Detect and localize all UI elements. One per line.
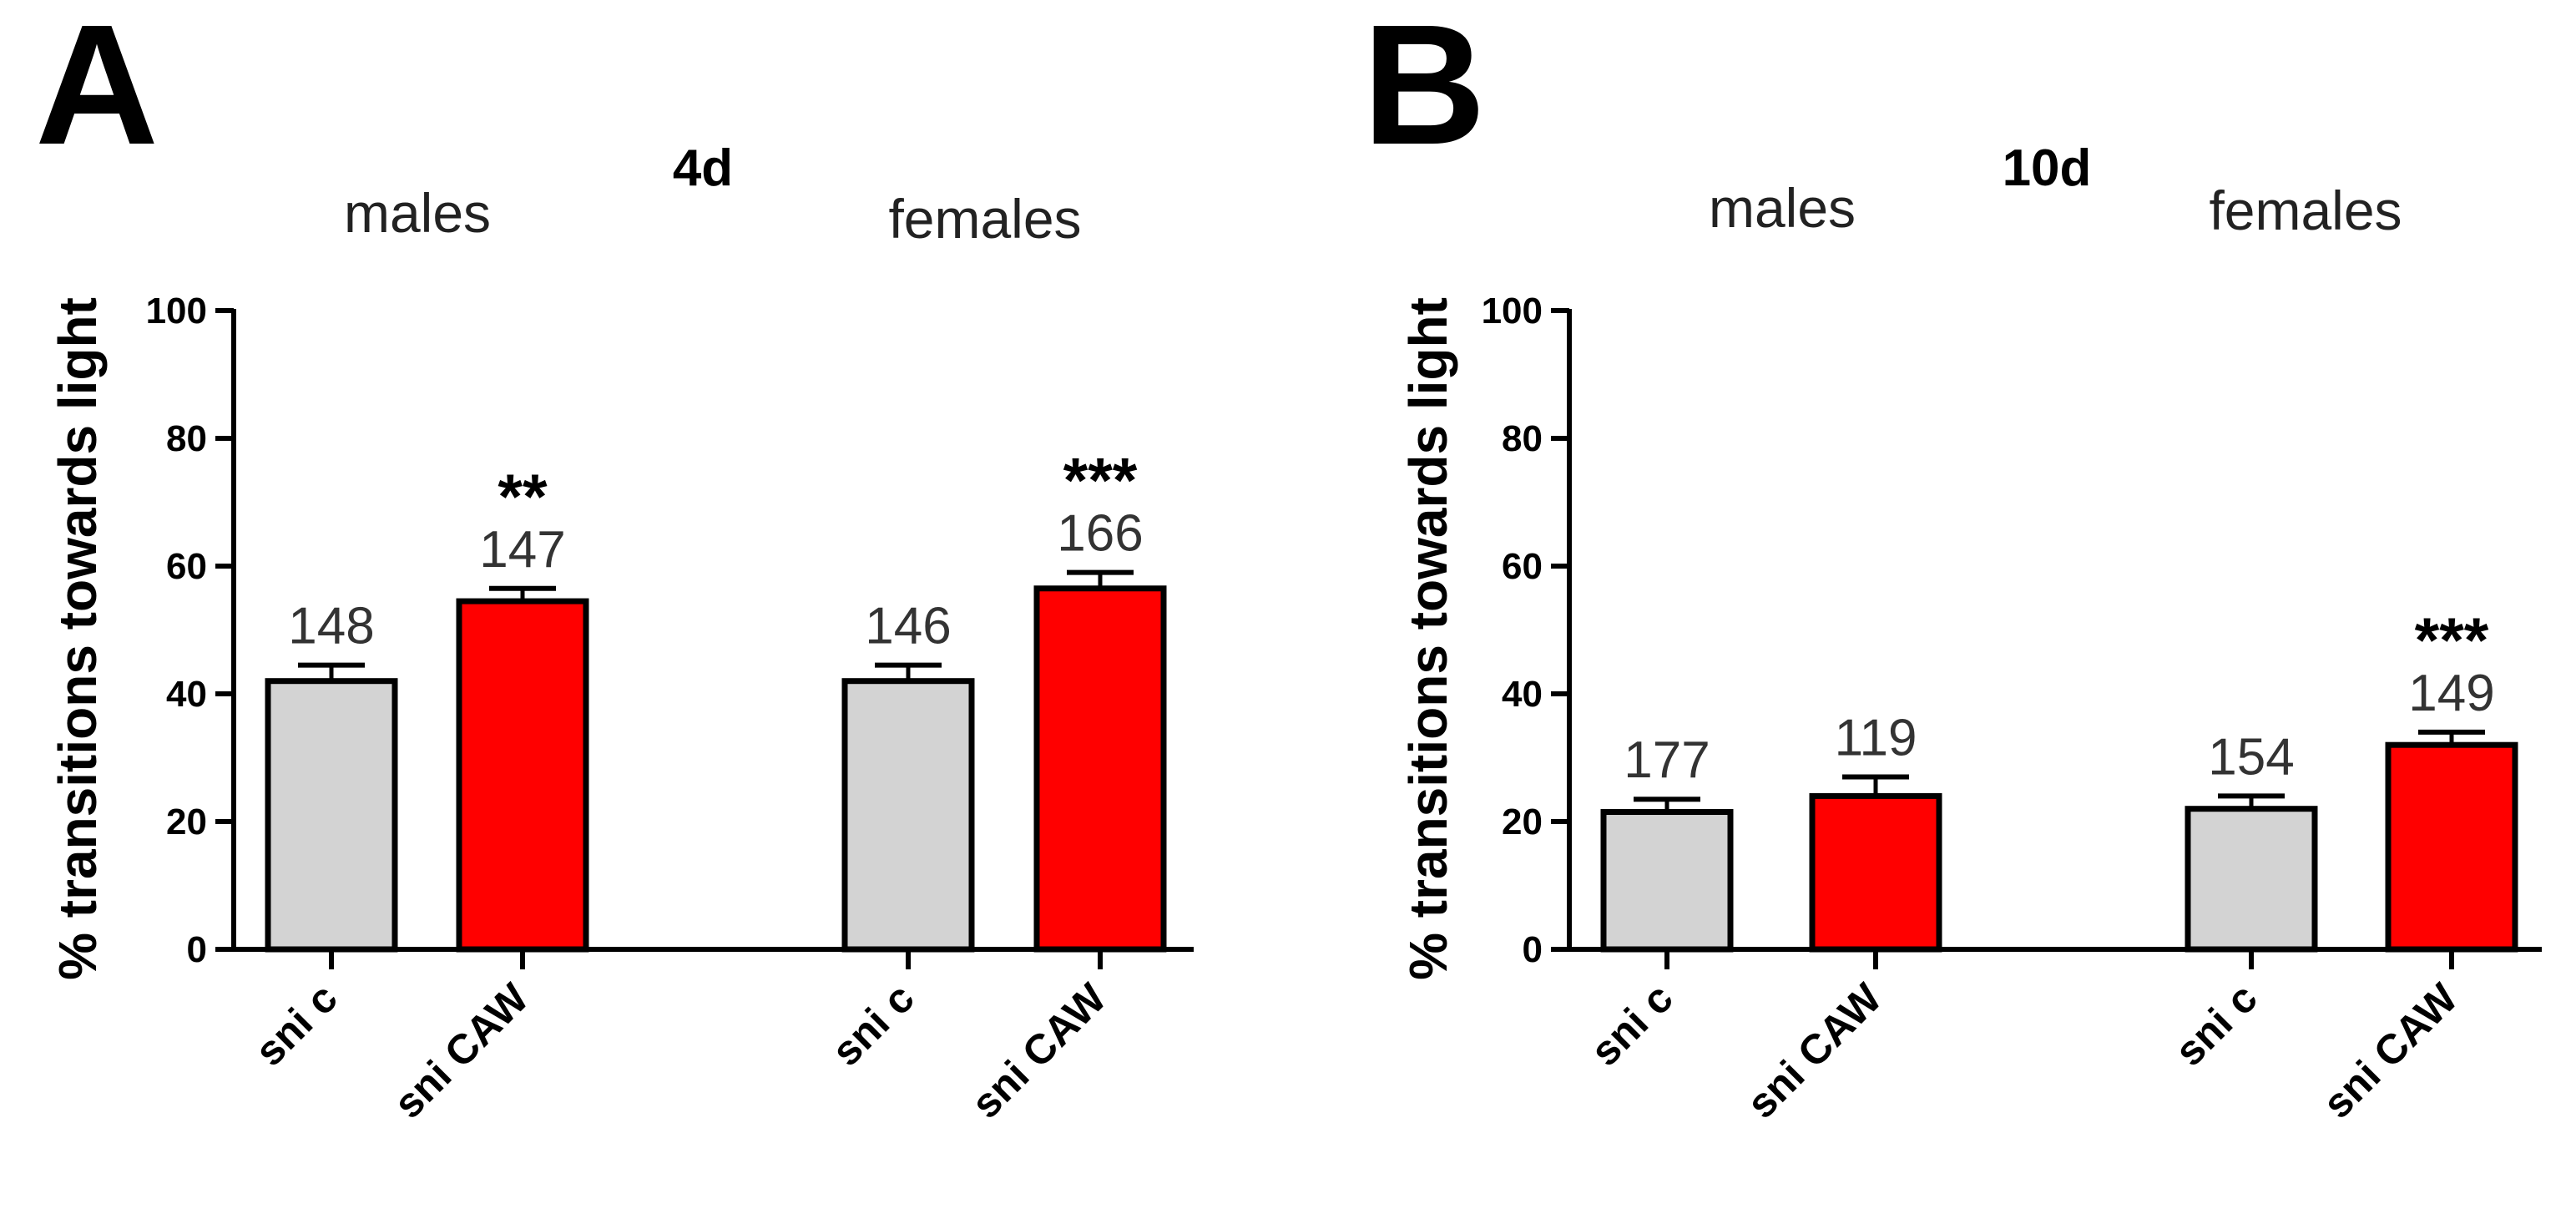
n-label: 149 (2408, 665, 2494, 722)
group-label-females: females (2209, 180, 2402, 241)
bar-marks: sni c 148 sni CAW 147** sni c 146 sni CAW 166**… (246, 446, 1167, 1128)
bar (456, 598, 589, 953)
y-tick-label: 80 (1502, 418, 1543, 459)
significance-stars: ** (498, 462, 548, 533)
x-tick-label: sni c (1582, 974, 1682, 1075)
panel-b: B 10d males females % transitions toward… (1362, 0, 2542, 1127)
panel-letter: A (35, 0, 159, 180)
y-tick-label: 0 (187, 929, 207, 970)
y-axis-label: % transitions towards light (48, 297, 108, 980)
significance-stars: *** (1063, 446, 1138, 517)
y-axis-ticks: 0 20 40 60 80 100 (146, 291, 234, 970)
bar (841, 678, 975, 953)
y-tick-label: 60 (1502, 546, 1543, 587)
y-tick-label: 0 (1523, 929, 1543, 970)
bar-marks: sni c 177 sni CAW 119 sni c 154 sni CAW 149*** (1582, 605, 2518, 1128)
x-tick-label: sni CAW (385, 974, 538, 1128)
group-label-males: males (1709, 177, 1856, 239)
significance-stars: *** (2415, 605, 2489, 676)
y-tick-label: 40 (166, 674, 207, 715)
y-tick-label: 100 (146, 291, 207, 331)
n-label: 154 (2208, 728, 2294, 786)
n-label: 119 (1835, 709, 1917, 766)
y-tick-label: 100 (1482, 291, 1543, 331)
x-tick-label: sni CAW (2314, 974, 2467, 1128)
y-tick-label: 20 (1502, 802, 1543, 842)
panel-title: 4d (673, 139, 733, 197)
x-tick-label: sni c (823, 974, 923, 1075)
n-label: 166 (1057, 505, 1143, 563)
x-tick-label: sni c (246, 974, 346, 1075)
bar (2385, 741, 2518, 953)
panel-a: A 4d males females % transitions towards… (35, 0, 1194, 1127)
x-tick-label: sni CAW (1738, 974, 1892, 1128)
y-tick-label: 80 (166, 418, 207, 459)
n-label: 148 (288, 598, 374, 655)
group-label-males: males (344, 182, 491, 244)
bar (1809, 792, 1942, 953)
y-tick-label: 40 (1502, 674, 1543, 715)
panel-letter: B (1362, 0, 1486, 180)
panel-title: 10d (2003, 139, 2092, 197)
y-tick-label: 20 (166, 802, 207, 842)
y-axis-ticks: 0 20 40 60 80 100 (1482, 291, 1569, 970)
bar (1033, 585, 1167, 953)
x-tick-label: sni c (2166, 974, 2266, 1075)
n-label: 177 (1624, 731, 1710, 789)
y-tick-label: 60 (166, 546, 207, 587)
y-axis-label: % transitions towards light (1398, 297, 1458, 980)
x-tick-label: sni CAW (962, 974, 1116, 1128)
bar (265, 678, 398, 953)
bar (2185, 806, 2318, 953)
group-label-females: females (888, 188, 1081, 250)
bar (1600, 809, 1734, 953)
n-label: 147 (479, 521, 565, 579)
n-label: 146 (865, 598, 951, 655)
